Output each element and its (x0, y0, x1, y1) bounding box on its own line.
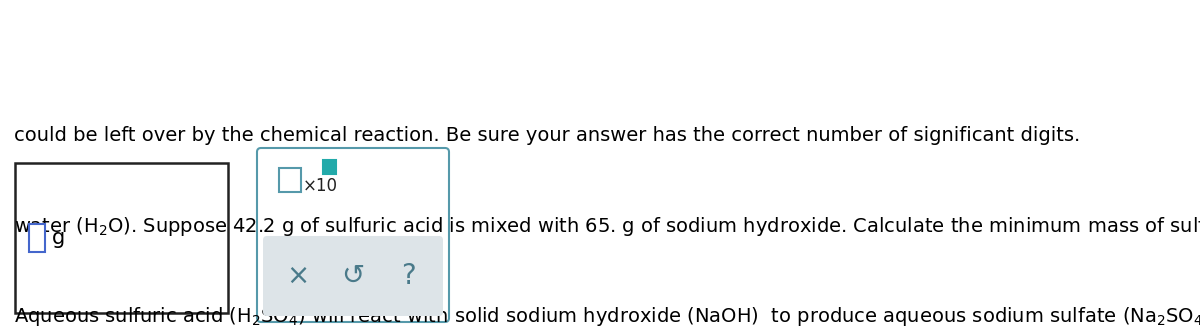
Text: ×: × (286, 262, 310, 290)
FancyBboxPatch shape (263, 236, 443, 316)
Bar (278, 168, 301, 192)
Text: ?: ? (401, 262, 415, 290)
Bar (14, 163, 228, 313)
Text: could be left over by the chemical reaction. Be sure your answer has the correct: could be left over by the chemical react… (14, 126, 1081, 144)
Bar (323, 160, 336, 174)
Text: water $\left(\mathregular{H_2O}\right)$. Suppose 42.2 g of sulfuric acid is mixe: water $\left(\mathregular{H_2O}\right)$.… (14, 215, 1200, 238)
Text: ↺: ↺ (341, 262, 365, 290)
Text: Aqueous sulfuric acid $\left(\mathregular{H_2SO_4}\right)$ will react with solid: Aqueous sulfuric acid $\left(\mathregula… (14, 305, 1200, 326)
Bar (29, 224, 46, 252)
FancyBboxPatch shape (257, 148, 449, 322)
Text: g: g (52, 228, 65, 248)
Text: ×10: ×10 (302, 177, 338, 195)
